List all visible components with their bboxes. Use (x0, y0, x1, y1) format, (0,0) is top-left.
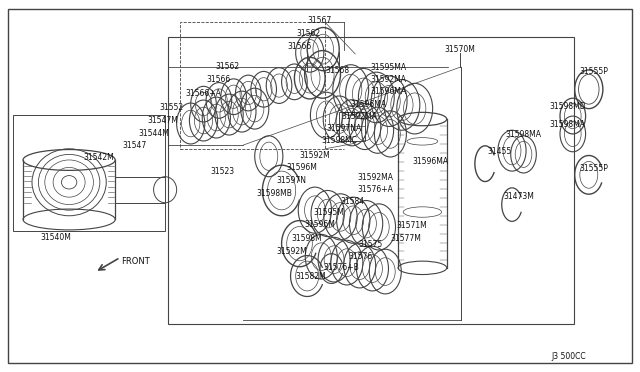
Text: 31596M: 31596M (305, 220, 335, 229)
Text: 31547M: 31547M (148, 116, 179, 125)
Text: 31566+A: 31566+A (186, 89, 221, 98)
Text: 31566: 31566 (287, 42, 312, 51)
Text: 31562: 31562 (296, 29, 321, 38)
Text: 31455: 31455 (488, 147, 512, 156)
Text: 31598M: 31598M (291, 234, 322, 243)
Text: 31592MA: 31592MA (357, 173, 393, 182)
Bar (180, 22, 325, 149)
Text: 31576+B: 31576+B (323, 263, 359, 272)
Text: 31596MA: 31596MA (370, 87, 406, 96)
Text: 31568: 31568 (325, 66, 349, 75)
Text: 31597N: 31597N (276, 176, 307, 185)
Text: 31555P: 31555P (580, 164, 609, 173)
Text: 31576: 31576 (349, 252, 373, 261)
Text: 31596MA: 31596MA (412, 157, 448, 166)
Text: 31582M: 31582M (296, 272, 326, 280)
Text: 31598MA: 31598MA (549, 120, 585, 129)
Text: 31566: 31566 (207, 76, 231, 84)
Text: 31552: 31552 (159, 103, 184, 112)
Bar (339, 112, 365, 141)
Text: 31598MD: 31598MD (549, 102, 586, 110)
Text: 31598MA: 31598MA (506, 130, 541, 139)
Text: 31598MB: 31598MB (256, 189, 292, 198)
Bar (13, 115, 165, 231)
Text: 31595M: 31595M (314, 208, 344, 217)
Text: 31567: 31567 (308, 16, 332, 25)
Text: 31576+A: 31576+A (357, 185, 393, 194)
Text: 31592M: 31592M (276, 247, 307, 256)
Text: 31473M: 31473M (503, 192, 534, 201)
Bar (168, 37, 574, 324)
Text: 31592M: 31592M (300, 151, 330, 160)
Text: 31598MC: 31598MC (321, 136, 357, 145)
Text: 31540M: 31540M (41, 233, 72, 242)
Text: 31592MA: 31592MA (342, 112, 378, 121)
Text: 31575: 31575 (358, 240, 383, 249)
Text: 31547: 31547 (122, 141, 147, 150)
Text: 31542M: 31542M (84, 153, 115, 162)
Text: FRONT: FRONT (122, 257, 150, 266)
Text: 31597NA: 31597NA (326, 124, 362, 133)
Text: J3 500CC: J3 500CC (552, 352, 586, 361)
Text: 31571M: 31571M (397, 221, 428, 230)
Text: 31555P: 31555P (580, 67, 609, 76)
Text: 31577M: 31577M (390, 234, 421, 243)
Text: 31596MA: 31596MA (351, 100, 387, 109)
Text: 31595MA: 31595MA (370, 63, 406, 72)
Text: 31523: 31523 (211, 167, 235, 176)
Text: 31584: 31584 (340, 197, 365, 206)
Text: 31592MA: 31592MA (370, 75, 406, 84)
Text: 31562: 31562 (215, 62, 239, 71)
Text: 31544M: 31544M (138, 129, 169, 138)
Text: 31596M: 31596M (287, 163, 317, 172)
Text: 31570M: 31570M (444, 45, 475, 54)
